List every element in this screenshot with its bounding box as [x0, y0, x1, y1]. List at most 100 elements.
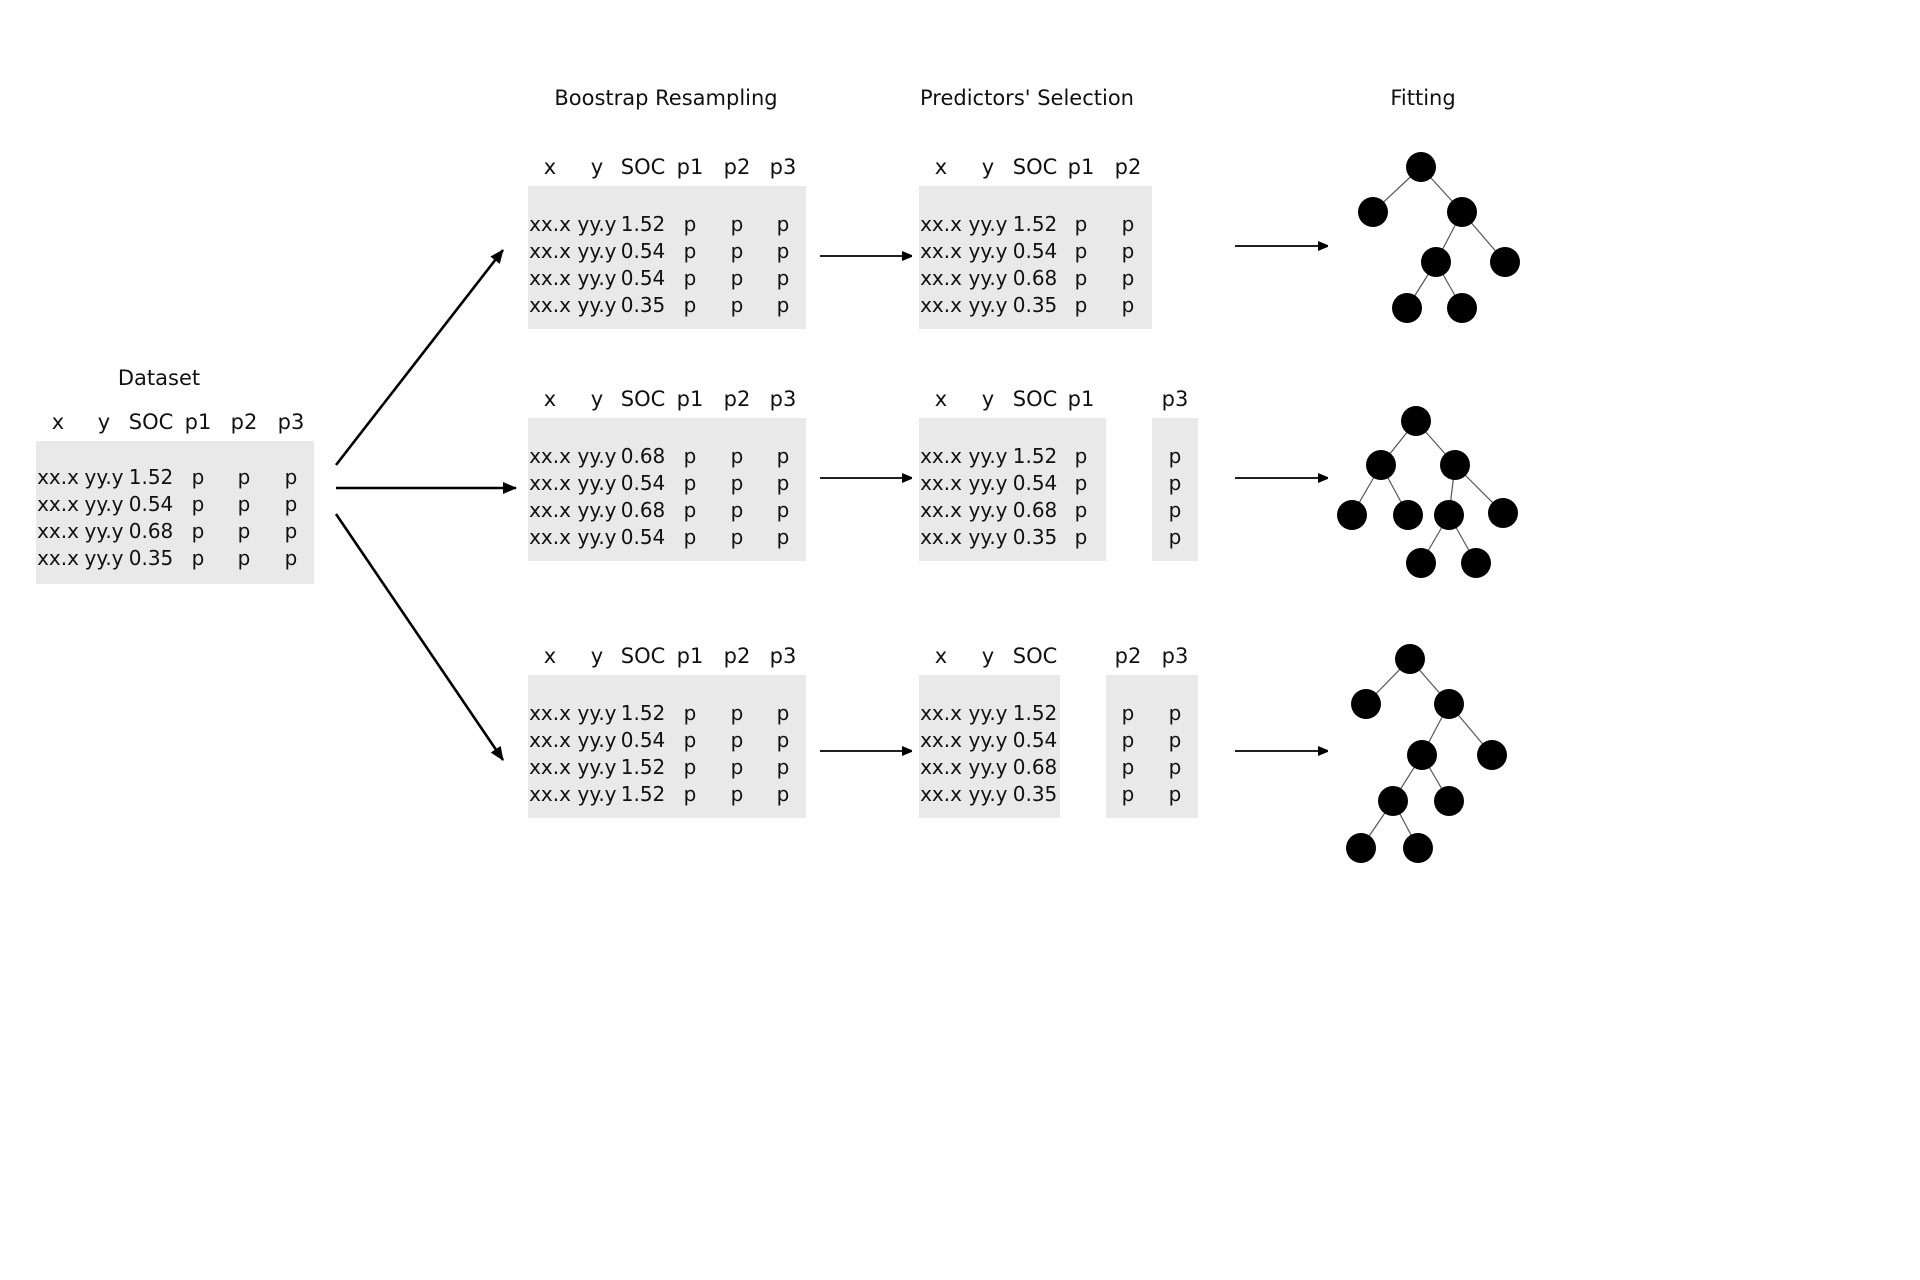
- resample-2-cell: 0.54: [620, 471, 666, 495]
- resample-3-cell: xx.x: [529, 782, 571, 806]
- selection-1-cell: 0.35: [1012, 293, 1058, 317]
- resample-1-cell: p: [776, 239, 790, 263]
- dataset-title: Dataset: [117, 366, 201, 390]
- resample-2-cell: 0.68: [620, 444, 666, 468]
- tree-node: [1366, 450, 1396, 480]
- selection-1-cell: 0.68: [1012, 266, 1058, 290]
- col-header: SOC: [620, 644, 666, 668]
- selection-3-cell: 1.52: [1012, 701, 1058, 725]
- tree-node: [1490, 247, 1520, 277]
- tree-node: [1351, 689, 1381, 719]
- col-header: p2: [1114, 644, 1142, 668]
- selection-3-cell: xx.x: [920, 782, 962, 806]
- selection-3-cell: xx.x: [920, 728, 962, 752]
- resample-1-cell: p: [683, 212, 697, 236]
- col-header: SOC: [1012, 644, 1058, 668]
- col-header: y: [590, 644, 604, 668]
- col-header: p1: [676, 387, 704, 411]
- col-header: y: [590, 155, 604, 179]
- col-header: y: [981, 155, 995, 179]
- dataset-cell: p: [191, 519, 205, 543]
- tree-node: [1407, 740, 1437, 770]
- selection-1-cell: p: [1121, 293, 1135, 317]
- resample-2-cell: p: [776, 444, 790, 468]
- selection-3-cell: p: [1121, 782, 1135, 806]
- dataset-cell: p: [284, 519, 298, 543]
- resample-2-cell: 0.54: [620, 525, 666, 549]
- resample-3-cell: xx.x: [529, 755, 571, 779]
- selection-3-cell: yy.y: [968, 701, 1008, 725]
- col-header: x: [934, 644, 948, 668]
- resample-2-cell: p: [683, 471, 697, 495]
- selection-2-cell: xx.x: [920, 498, 962, 522]
- dataset-cell: p: [284, 492, 298, 516]
- resample-3-cell: p: [776, 782, 790, 806]
- resample-2-cell: yy.y: [577, 498, 617, 522]
- tree-node: [1477, 740, 1507, 770]
- resample-1-cell: xx.x: [529, 293, 571, 317]
- resample-3-cell: 0.54: [620, 728, 666, 752]
- dataset-cell: xx.x: [37, 492, 79, 516]
- resample-1-cell: p: [683, 293, 697, 317]
- resample-3-cell: p: [730, 782, 744, 806]
- col-header: p3: [769, 387, 797, 411]
- resample-2-cell: xx.x: [529, 525, 571, 549]
- col-header: p2: [723, 155, 751, 179]
- resample-1-cell: yy.y: [577, 293, 617, 317]
- selection-2-cell: p: [1168, 444, 1182, 468]
- selection-3-cell: p: [1168, 755, 1182, 779]
- col-header: y: [590, 387, 604, 411]
- tree-node: [1434, 689, 1464, 719]
- resample-1-cell: p: [730, 293, 744, 317]
- tree-node: [1447, 293, 1477, 323]
- resample-3-cell: 1.52: [620, 782, 666, 806]
- selection-2-cell: xx.x: [920, 444, 962, 468]
- selection-1-cell: p: [1074, 239, 1088, 263]
- dataset-cell: xx.x: [37, 519, 79, 543]
- dataset-cell: p: [191, 492, 205, 516]
- resample-3-cell: p: [776, 755, 790, 779]
- selection-2-cell: xx.x: [920, 471, 962, 495]
- resample-3-cell: 1.52: [620, 755, 666, 779]
- resample-2-cell: yy.y: [577, 471, 617, 495]
- tree-node: [1401, 406, 1431, 436]
- selection-1-body: [919, 186, 1152, 329]
- selection-1-cell: p: [1121, 239, 1135, 263]
- tree-node: [1406, 548, 1436, 578]
- resample-1-body: [528, 186, 806, 329]
- selection-1-cell: 0.54: [1012, 239, 1058, 263]
- resample-1-cell: p: [730, 266, 744, 290]
- resample-3-cell: p: [776, 701, 790, 725]
- selection-1-cell: xx.x: [920, 212, 962, 236]
- tree-node: [1440, 450, 1470, 480]
- dataset-cell: p: [237, 465, 251, 489]
- resample-3-cell: xx.x: [529, 728, 571, 752]
- selection-3-cell: p: [1168, 782, 1182, 806]
- col-header: SOC: [1012, 387, 1058, 411]
- tree-node: [1461, 548, 1491, 578]
- resample-3-cell: yy.y: [577, 782, 617, 806]
- resample-1-cell: p: [683, 266, 697, 290]
- col-header: p1: [1067, 155, 1095, 179]
- resample-1-cell: 1.52: [620, 212, 666, 236]
- selection-2-cell: p: [1074, 498, 1088, 522]
- resample-1-cell: 0.54: [620, 239, 666, 263]
- resampling-title: Boostrap Resampling: [554, 86, 778, 110]
- col-header: p2: [723, 387, 751, 411]
- dataset-cell: p: [191, 465, 205, 489]
- resample-1-cell: 0.54: [620, 266, 666, 290]
- selection-3-cell: p: [1121, 728, 1135, 752]
- resample-2-cell: yy.y: [577, 525, 617, 549]
- selection-3-cell: yy.y: [968, 755, 1008, 779]
- col-header: SOC: [1012, 155, 1058, 179]
- tree-node: [1395, 644, 1425, 674]
- resample-3-cell: p: [683, 755, 697, 779]
- selection-2-cell: p: [1074, 525, 1088, 549]
- dataset-cell: yy.y: [84, 519, 124, 543]
- selection-1-cell: yy.y: [968, 212, 1008, 236]
- resample-3-cell: yy.y: [577, 701, 617, 725]
- selection-1-cell: 1.52: [1012, 212, 1058, 236]
- dataset-cell: 0.35: [128, 546, 174, 570]
- resample-2-cell: p: [730, 498, 744, 522]
- col-header: p3: [769, 155, 797, 179]
